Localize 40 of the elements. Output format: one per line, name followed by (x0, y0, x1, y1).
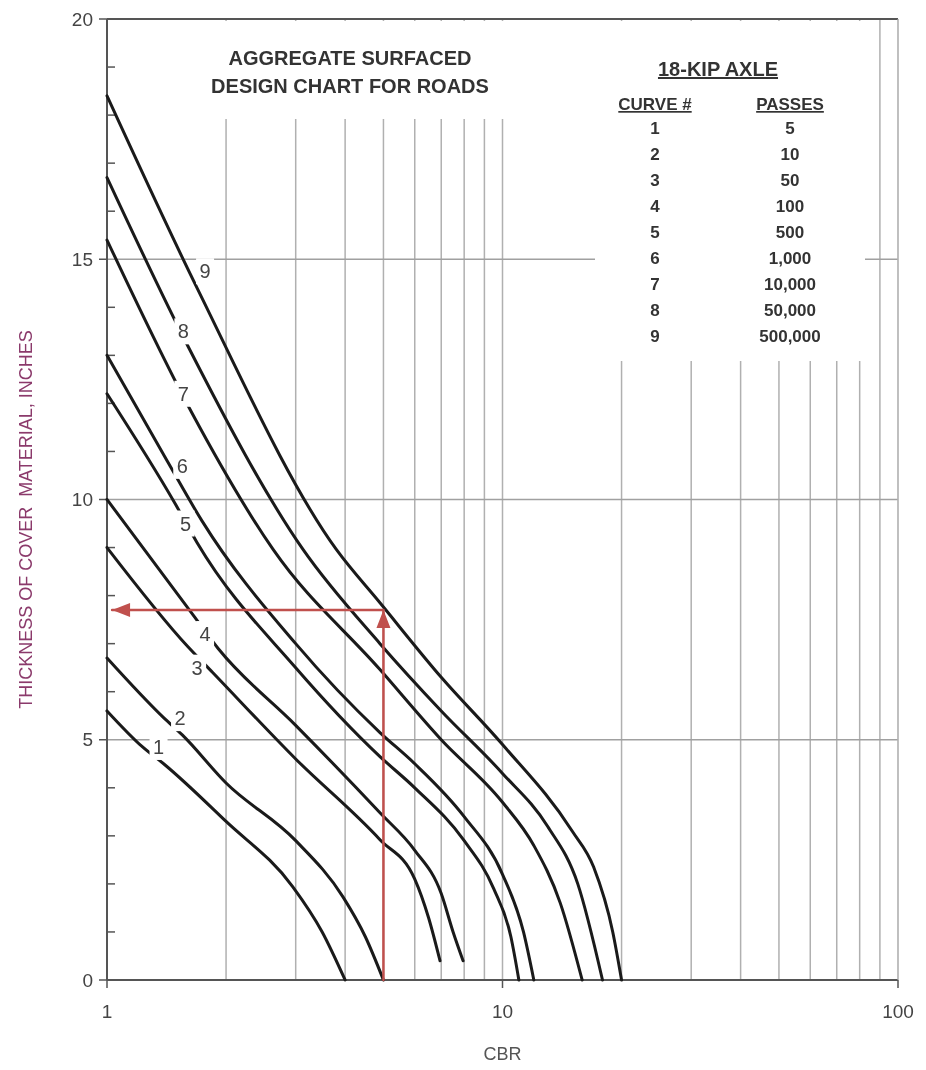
text: AGGREGATE SURFACED DESIGN CHART FOR ROADS (211, 47, 489, 97)
annotation: 6 (650, 249, 660, 268)
annotation: 5 (180, 512, 192, 535)
y-tick-label: 20 (71, 8, 93, 30)
annotation: 7 (650, 275, 660, 294)
annotation: 500 (775, 223, 805, 242)
annotation: 4 (650, 197, 661, 216)
y-tick-label: 15 (71, 248, 93, 270)
annotation: 2 (650, 145, 660, 164)
annotation: 4 (199, 623, 211, 646)
annotation: CURVE # (618, 95, 693, 114)
annotation: 1 (650, 119, 660, 138)
y-tick-label: 10 (71, 489, 93, 511)
annotation: PASSES (756, 95, 824, 114)
annotation: 9 (650, 327, 660, 346)
annotation: 50 (780, 171, 800, 190)
y-axis-title: THICKNESS OF COVER MATERIAL, INCHES (16, 330, 36, 709)
annotation: 500,000 (759, 327, 821, 346)
annotation: 10,000 (764, 275, 816, 294)
x-tick-label: 1 (101, 1001, 113, 1022)
annotation: 8 (650, 301, 660, 320)
annotation: 2 (174, 707, 186, 730)
x-tick-label: 100 (882, 1001, 914, 1022)
annotation: 1,000 (768, 249, 812, 268)
annotation: 3 (191, 656, 203, 679)
annotation: 50,000 (764, 301, 816, 320)
annotation: 10 (780, 145, 800, 164)
annotation: 9 (199, 260, 211, 283)
annotation: 5 (785, 119, 795, 138)
y-tick-label: 5 (82, 729, 93, 751)
annotation: 3 (650, 171, 660, 190)
annotation: 100 (775, 197, 805, 216)
annotation: 8 (177, 320, 189, 343)
annotation: 6 (176, 454, 188, 477)
annotation: 18-KIP AXLE (657, 58, 779, 80)
y-tick-label: 0 (82, 969, 93, 991)
x-tick-label: 10 (491, 1001, 514, 1022)
annotation: 7 (177, 382, 189, 405)
annotation: 5 (650, 223, 660, 242)
x-axis-title: CBR (483, 1044, 522, 1064)
